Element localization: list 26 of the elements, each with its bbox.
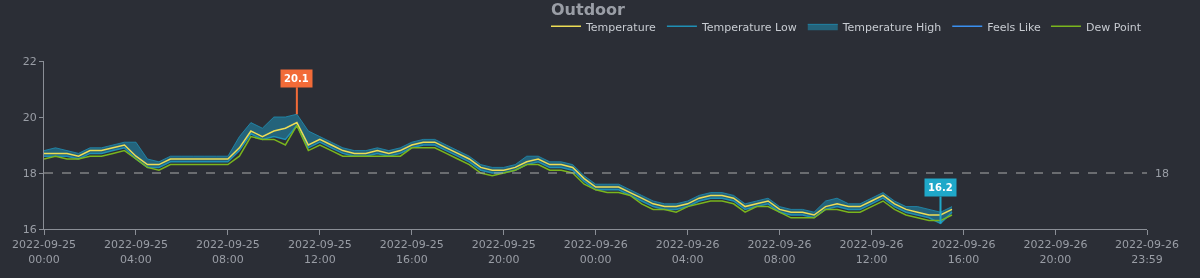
x-tick-label: 2022-09-26 04:00 — [655, 238, 720, 266]
annotation: 20.1 — [284, 73, 309, 84]
y-tick-label: 18 — [22, 166, 37, 180]
legend-label: Temperature Low — [700, 20, 797, 34]
x-tick-label: 2022-09-26 12:00 — [839, 238, 904, 266]
y-tick-label: 16 — [22, 222, 37, 236]
x-tick-label: 2022-09-26 20:00 — [1023, 238, 1088, 266]
x-tick-label: 2022-09-26 08:00 — [747, 238, 812, 266]
x-tick-label: 2022-09-25 00:00 — [12, 238, 76, 266]
legend-label: Temperature High — [841, 20, 942, 34]
x-tick-label: 2022-09-26 00:00 — [563, 238, 628, 266]
chart-title: Outdoor — [551, 0, 626, 20]
x-tick-label: 2022-09-25 04:00 — [103, 238, 168, 266]
x-tick-label: 2022-09-25 08:00 — [195, 238, 260, 266]
x-tick-label: 2022-09-25 20:00 — [471, 238, 536, 266]
x-tick-label: 2022-09-26 23:59 — [1115, 238, 1179, 266]
x-tick-label: 2022-09-25 12:00 — [287, 238, 352, 266]
ref-line-label: 18 — [1155, 167, 1169, 180]
legend-label: Dew Point — [1085, 20, 1142, 34]
y-tick-label: 20 — [22, 110, 37, 124]
x-tick-label: 2022-09-26 16:00 — [931, 238, 996, 266]
x-tick-label: 2022-09-25 16:00 — [379, 238, 444, 266]
annotation: 16.2 — [928, 182, 953, 193]
legend-label: Temperature — [585, 20, 656, 34]
legend-label: Feels Like — [987, 20, 1041, 34]
y-tick-label: 22 — [22, 54, 37, 68]
